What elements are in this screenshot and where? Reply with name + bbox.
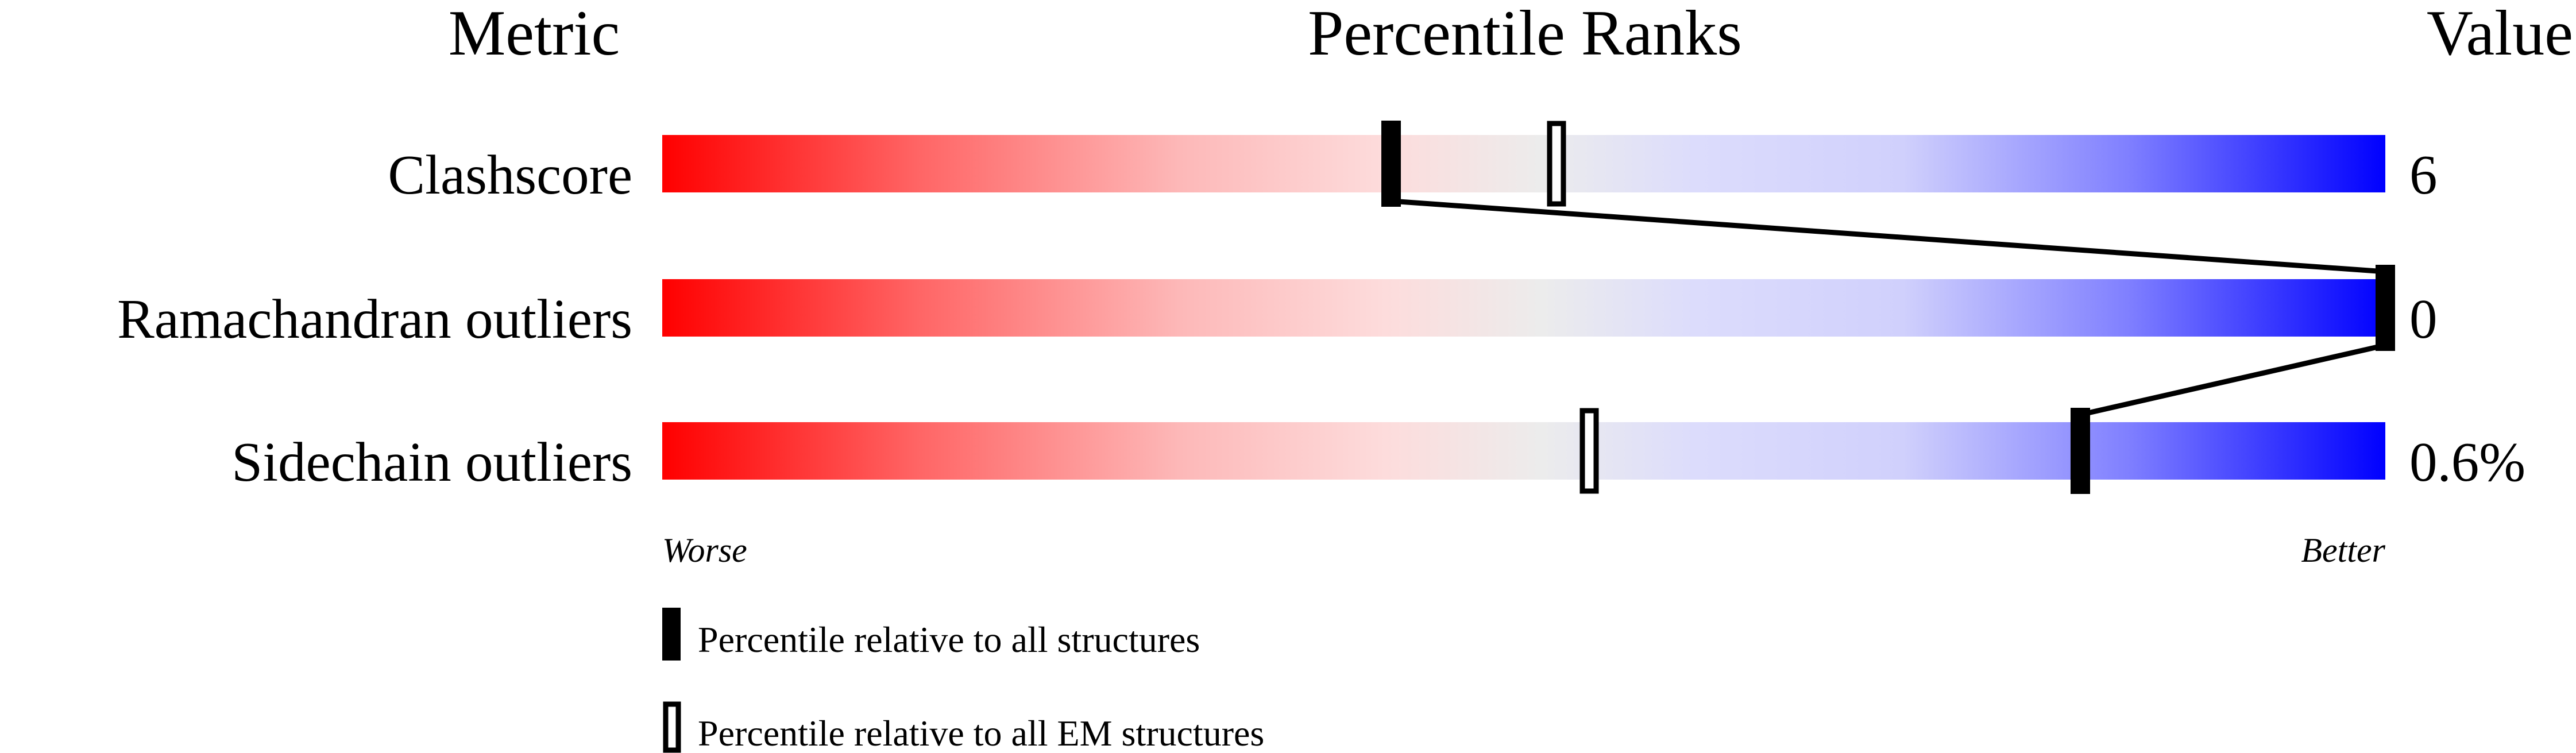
better-label: Better [2301, 531, 2385, 569]
em-percentile-marker [1579, 408, 1599, 494]
worse-label: Worse [662, 531, 747, 569]
metric-label: Clashscore [388, 144, 632, 206]
value-label: 0.6% [2409, 431, 2525, 493]
all-percentile-marker [1381, 121, 1401, 207]
header-value: Value [2427, 0, 2573, 69]
legend-label-em: Percentile relative to all EM structures [698, 713, 1264, 753]
percentile-link-line [1391, 198, 2386, 275]
header-metric: Metric [449, 0, 620, 69]
legend-filled-marker [662, 608, 681, 661]
legend-label-all: Percentile relative to all structures [698, 619, 1200, 660]
percentile-bar [662, 422, 2385, 480]
percentile-bar [662, 135, 2385, 192]
metric-label: Ramachandran outliers [117, 288, 632, 350]
metric-label: Sidechain outliers [231, 431, 632, 493]
header-percentile-ranks: Percentile Ranks [1308, 0, 1742, 69]
value-label: 0 [2409, 288, 2438, 350]
percentile-link-line [2080, 342, 2386, 418]
legend-hollow-marker [663, 701, 681, 753]
all-percentile-marker [2071, 408, 2090, 494]
value-label: 6 [2409, 144, 2438, 206]
all-percentile-marker [2376, 265, 2395, 351]
percentile-bar [662, 279, 2385, 337]
em-percentile-marker [1547, 121, 1566, 207]
